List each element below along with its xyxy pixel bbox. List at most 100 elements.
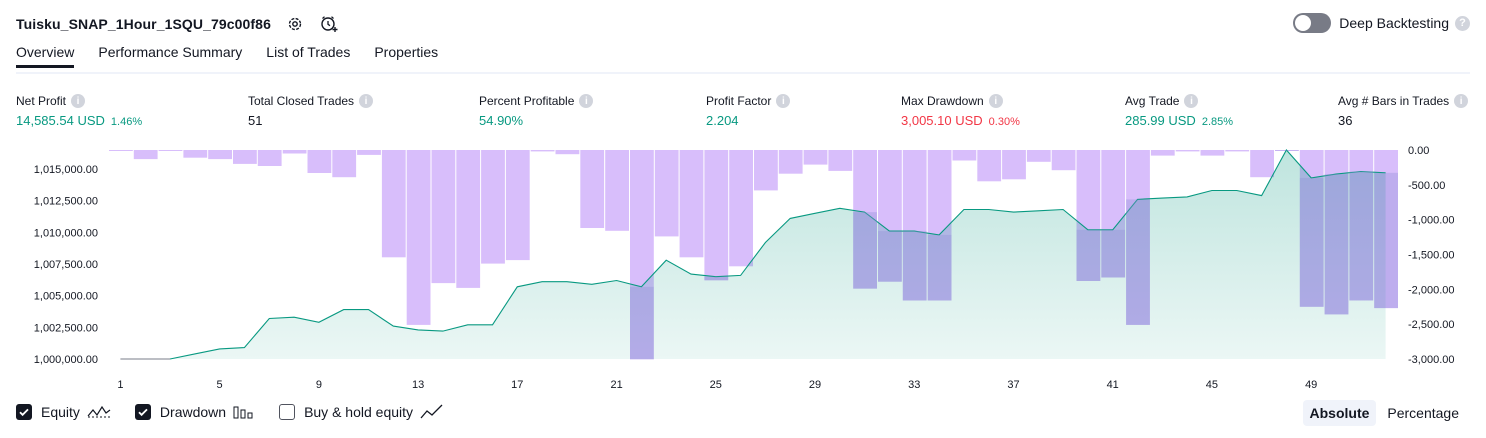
drawdown-bar [1051, 150, 1076, 171]
drawdown-bar [952, 150, 977, 161]
left-axis-tick: 1,005,000.00 [34, 291, 98, 303]
equity-line [169, 149, 1386, 360]
x-axis-tick: 33 [908, 379, 920, 391]
help-icon[interactable]: i [1454, 94, 1469, 108]
x-axis-tick: 41 [1107, 379, 1119, 391]
tab-properties[interactable]: Properties [374, 44, 439, 60]
metric-value: 51 [248, 113, 263, 128]
drawdown-bar [431, 150, 456, 284]
tab-performance-summary[interactable]: Performance Summary [98, 44, 243, 60]
add-alert-icon[interactable] [319, 14, 339, 34]
drawdown-overlap [927, 234, 952, 301]
help-icon[interactable]: i [359, 94, 374, 108]
metric-label: Total Closed Trades [248, 94, 355, 108]
deep-backtesting: Deep Backtesting ? [1293, 13, 1470, 33]
report-header: Tuisku_SNAP_1Hour_1SQU_79c00f86 [16, 12, 339, 36]
metric-label: Avg Trade [1125, 94, 1180, 108]
drawdown-bar [704, 150, 729, 281]
legend-label: Drawdown [159, 404, 227, 420]
right-axis-tick: -500.00 [1408, 180, 1445, 192]
tab-overview[interactable]: Overview [16, 44, 75, 68]
metric-label: Profit Factor [706, 94, 772, 108]
metric-label: Percent Profitable [479, 94, 575, 108]
equity-drawdown-chart[interactable]: 1,015,000.00 1,012,500.00 1,010,000.00 1,00… [0, 140, 1486, 396]
drawdown-bar [257, 150, 282, 166]
drawdown-overlap [1299, 177, 1324, 307]
x-axis-tick: 29 [809, 379, 821, 391]
tab-list-of-trades[interactable]: List of Trades [266, 44, 351, 60]
x-axis-tick: 17 [511, 379, 523, 391]
drawdown-bar [1200, 150, 1225, 156]
drawdown-bar [1225, 150, 1250, 152]
equity-line-icon [87, 404, 111, 420]
drawdown-overlap [902, 231, 927, 301]
metric-value: 285.99 USD [1125, 113, 1196, 128]
drawdown-bar [555, 150, 580, 155]
drawdown-bar [109, 150, 133, 151]
deep-backtesting-label: Deep Backtesting [1339, 15, 1449, 31]
help-icon[interactable]: ? [1455, 15, 1470, 31]
checkbox-checked-icon[interactable] [16, 404, 32, 420]
left-axis-tick: 1,010,000.00 [34, 227, 98, 239]
left-axis-tick: 1,000,000.00 [34, 354, 98, 366]
right-axis-tick: -3,000.00 [1408, 354, 1454, 366]
metric-value: 2.204 [706, 113, 739, 128]
drawdown-bar [1150, 150, 1175, 156]
absolute-button[interactable]: Absolute [1302, 400, 1377, 426]
drawdown-bar [481, 150, 505, 264]
right-axis-tick: -1,500.00 [1408, 250, 1454, 262]
tabs-divider [16, 72, 1470, 74]
drawdown-bar [505, 150, 530, 261]
help-icon[interactable]: i [579, 94, 594, 108]
x-axis-tick: 9 [316, 379, 322, 391]
legend-equity[interactable]: Equity [16, 404, 111, 420]
metric-avg-trade: Avg Trade i 285.99 USD 2.85% [1125, 94, 1233, 128]
checkbox-checked-icon[interactable] [134, 404, 151, 420]
chart-legend: Equity Drawdown Buy & hold equity [16, 404, 468, 420]
percentage-button[interactable]: Percentage [1387, 405, 1459, 421]
drawdown-bar [282, 150, 307, 154]
metric-value: 36 [1338, 113, 1353, 128]
drawdown-bar [828, 150, 853, 171]
drawdown-bar [183, 150, 208, 158]
metric-value: 54.90% [479, 113, 524, 128]
metric-profit-factor: Profit Factor i 2.204 [706, 94, 791, 128]
left-axis-tick: 1,012,500.00 [34, 196, 98, 208]
metric-total-closed-trades: Total Closed Trades i 51 [248, 94, 374, 128]
right-axis-tick: -2,500.00 [1408, 319, 1454, 331]
drawdown-overlap [704, 276, 729, 281]
drawdown-overlap [853, 212, 877, 289]
metric-value: 14,585.54 USD [16, 113, 105, 128]
metric-percent: 1.46% [110, 116, 143, 128]
x-axis-tick: 1 [117, 379, 123, 391]
drawdown-bar [1175, 150, 1200, 152]
right-axis-tick: -2,000.00 [1408, 284, 1454, 296]
drawdown-bar [754, 150, 778, 191]
x-axis-tick: 5 [217, 379, 223, 391]
help-icon[interactable]: i [776, 94, 791, 108]
help-icon[interactable]: i [988, 94, 1003, 108]
x-axis-tick: 25 [710, 379, 722, 391]
drawdown-overlap [1374, 172, 1398, 309]
legend-buy-hold-equity[interactable]: Buy & hold equity [279, 404, 444, 420]
x-axis-tick: 45 [1206, 379, 1218, 391]
drawdown-bar [1250, 150, 1274, 178]
drawdown-bar [133, 150, 158, 160]
legend-drawdown[interactable]: Drawdown [134, 404, 255, 420]
drawdown-bar [1026, 150, 1051, 162]
deep-backtesting-toggle[interactable] [1293, 13, 1332, 33]
right-axis-tick: -1,000.00 [1408, 215, 1454, 227]
metric-percent: 2.85% [1201, 116, 1234, 128]
metric-label: Avg # Bars in Trades [1338, 94, 1450, 108]
right-axis-tick: 0.00 [1408, 145, 1429, 157]
checkbox-unchecked-icon[interactable] [279, 404, 296, 420]
help-icon[interactable]: i [1184, 94, 1199, 108]
metric-label: Net Profit [16, 94, 67, 108]
x-axis-tick: 37 [1007, 379, 1019, 391]
equity-area [120, 150, 1386, 359]
help-icon[interactable]: i [71, 94, 86, 108]
drawdown-overlap [1126, 199, 1150, 325]
gear-icon[interactable] [285, 14, 305, 34]
drawdown-bar [208, 150, 232, 160]
drawdown-overlap [1076, 229, 1101, 281]
